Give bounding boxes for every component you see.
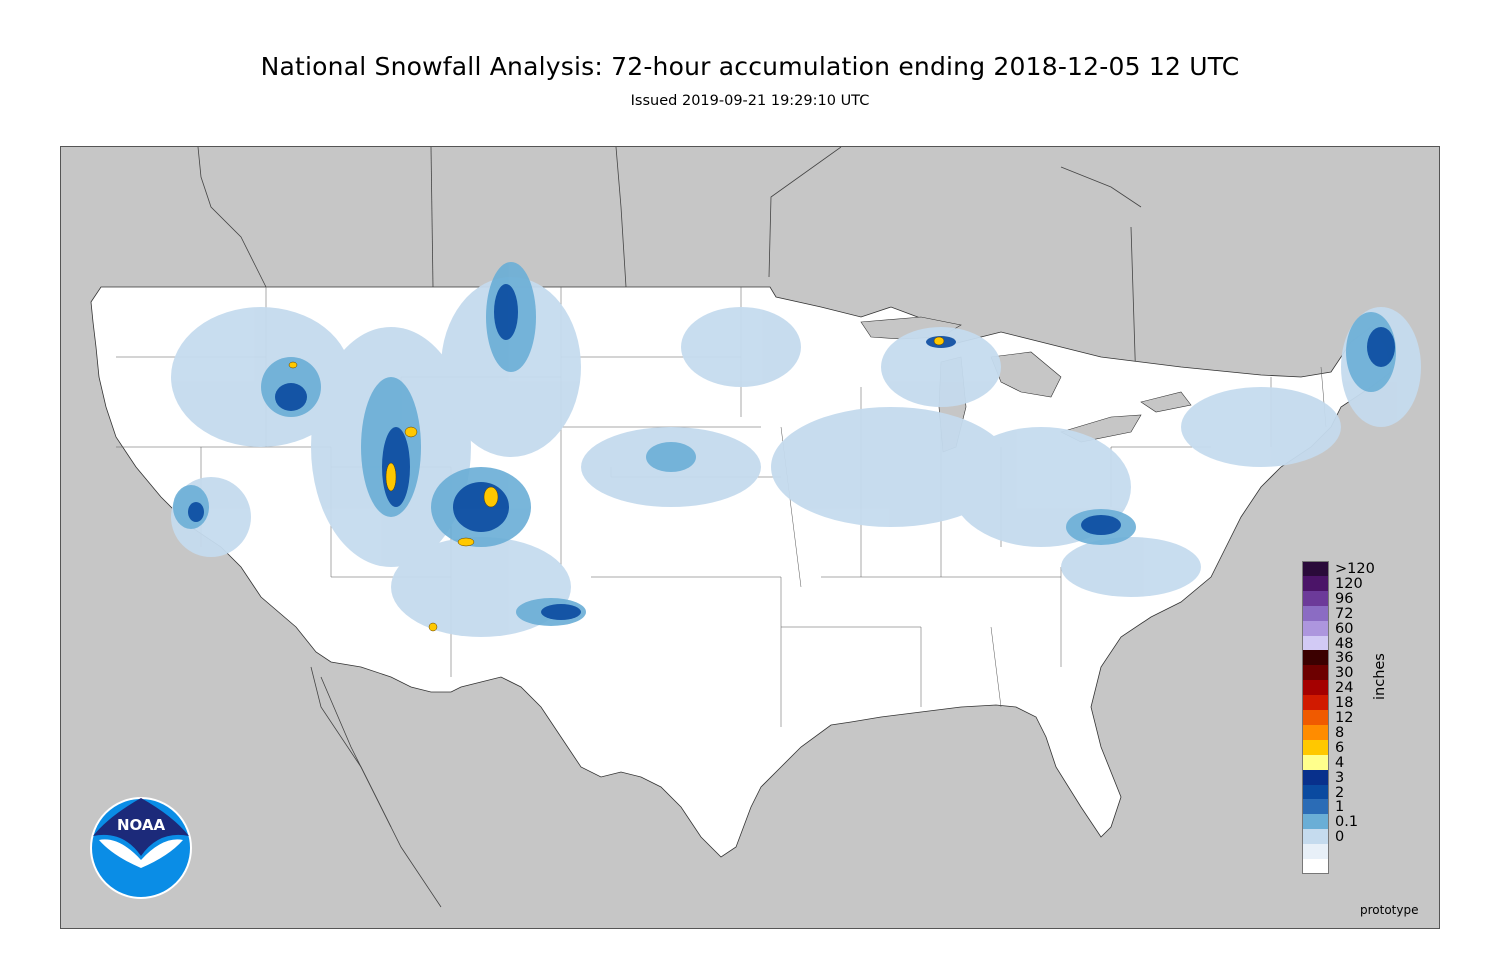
- legend-swatch: [1302, 754, 1329, 771]
- legend-label: 30: [1335, 665, 1354, 682]
- snowfall-map: [60, 146, 1440, 929]
- issued-timestamp: Issued 2019-09-21 19:29:10 UTC: [630, 93, 870, 109]
- snow-extreme-areas: [288, 336, 945, 632]
- legend-swatch: [1302, 829, 1329, 845]
- legend-label: 48: [1335, 635, 1354, 652]
- legend-label: 0.1: [1335, 814, 1359, 831]
- legend-swatch: [1302, 739, 1329, 756]
- legend-swatch: [1302, 635, 1329, 651]
- legend-swatch: [1302, 665, 1329, 681]
- legend-swatch: [1302, 650, 1329, 666]
- prototype-label: prototype: [1360, 903, 1419, 917]
- noaa-logo: NOAA: [90, 797, 192, 899]
- legend-label: 96: [1335, 590, 1354, 607]
- legend-swatch: [1302, 859, 1329, 875]
- legend-label: 72: [1335, 605, 1354, 622]
- legend-swatch: [1302, 799, 1329, 815]
- legend-units: inches: [1372, 653, 1388, 700]
- legend-label: 60: [1335, 620, 1354, 637]
- legend-label: 120: [1335, 575, 1363, 592]
- legend-label: 1: [1335, 799, 1345, 816]
- legend-swatch: [1302, 590, 1329, 607]
- foreign-borders: [197, 147, 1142, 908]
- map-canvas: [61, 147, 1439, 928]
- noaa-logo-text: NOAA: [117, 816, 166, 834]
- legend-label: 3: [1335, 769, 1345, 786]
- legend-label: 4: [1335, 754, 1345, 771]
- legend-swatch: [1302, 710, 1329, 726]
- legend-swatch: [1302, 695, 1329, 711]
- legend-swatch: [1302, 561, 1329, 577]
- legend-swatch: [1302, 784, 1329, 800]
- legend-label: 8: [1335, 724, 1345, 741]
- legend-label: 0: [1335, 829, 1345, 846]
- legend-swatch: [1302, 724, 1329, 741]
- legend-label: 24: [1335, 680, 1354, 697]
- legend-label: >120: [1335, 561, 1375, 577]
- legend-swatch: [1302, 605, 1329, 622]
- map-title: National Snowfall Analysis: 72-hour accu…: [260, 52, 1240, 81]
- legend-label: 2: [1335, 784, 1345, 801]
- legend-swatch: [1302, 680, 1329, 696]
- legend-outline: [1302, 561, 1329, 874]
- legend-swatch: [1302, 844, 1329, 860]
- legend-label: 12: [1335, 710, 1354, 727]
- legend-swatch: [1302, 620, 1329, 636]
- legend-label: 18: [1335, 695, 1354, 712]
- legend-label: 6: [1335, 739, 1345, 756]
- legend-swatch: [1302, 575, 1329, 592]
- legend-label: 36: [1335, 650, 1354, 667]
- legend-swatch: [1302, 769, 1329, 786]
- legend-swatch: [1302, 814, 1329, 830]
